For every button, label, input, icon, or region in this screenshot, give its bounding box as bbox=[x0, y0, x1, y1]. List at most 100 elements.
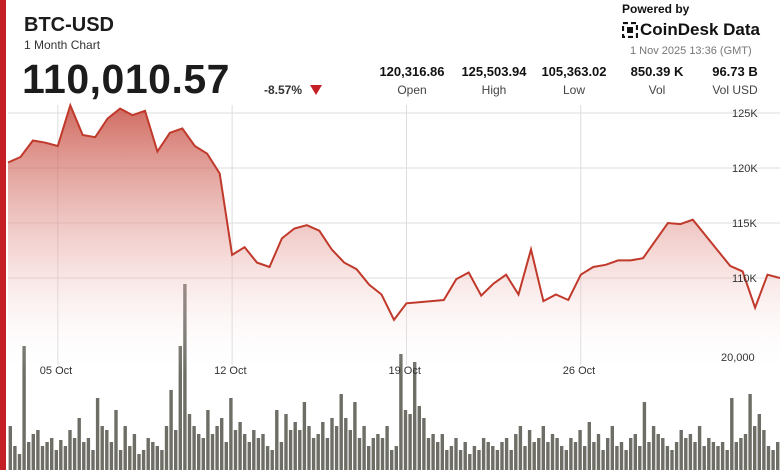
timestamp: 1 Nov 2025 13:36 (GMT) bbox=[630, 45, 752, 57]
volume-bar bbox=[50, 438, 54, 470]
volume-bar bbox=[762, 430, 766, 470]
volume-bar bbox=[766, 446, 771, 470]
volume-bar bbox=[376, 434, 380, 470]
volume-bar bbox=[247, 442, 251, 470]
volume-bar bbox=[63, 446, 68, 470]
volume-bar bbox=[68, 430, 72, 470]
volume-bar bbox=[573, 442, 578, 470]
volume-bar bbox=[17, 454, 22, 470]
volume-bar bbox=[118, 450, 123, 470]
volume-bar bbox=[339, 394, 343, 470]
x-tick-label: 12 Oct bbox=[214, 365, 246, 377]
coindesk-logo-text: CoinDesk Data bbox=[640, 20, 760, 39]
volume-bar bbox=[578, 430, 582, 470]
volume-bar bbox=[390, 450, 394, 470]
volume-bar bbox=[436, 442, 440, 470]
volume-bar bbox=[651, 426, 656, 470]
volume-bar bbox=[624, 450, 628, 470]
volume-bar bbox=[206, 410, 210, 470]
volume-bar bbox=[440, 434, 444, 470]
volume-bar bbox=[146, 438, 150, 470]
volume-bar bbox=[72, 438, 77, 470]
volume-bar bbox=[132, 434, 137, 470]
volume-bar bbox=[523, 446, 527, 470]
volume-bar bbox=[86, 438, 91, 470]
volume-bar bbox=[417, 406, 421, 470]
stat-high: 125,503.94 High bbox=[449, 64, 539, 97]
volume-bar bbox=[477, 450, 481, 470]
volume-bar bbox=[270, 450, 274, 470]
volume-bar bbox=[546, 442, 550, 470]
stat-vol-usd-label: Vol USD bbox=[712, 83, 758, 97]
coindesk-logo-icon bbox=[622, 22, 638, 38]
volume-bar bbox=[45, 442, 49, 470]
volume-bar bbox=[592, 442, 596, 470]
volume-bar bbox=[22, 346, 26, 470]
volume-bar bbox=[619, 442, 624, 470]
volume-bar bbox=[380, 438, 385, 470]
stat-vol-usd: 96.73 B Vol USD bbox=[690, 64, 780, 97]
volume-bar bbox=[187, 414, 192, 470]
volume-bar bbox=[256, 438, 261, 470]
volume-bar bbox=[169, 390, 173, 470]
x-axis-ticks: 05 Oct 12 Oct 19 Oct 26 Oct bbox=[40, 365, 595, 377]
volume-bar bbox=[716, 446, 720, 470]
volume-bar bbox=[243, 434, 247, 470]
volume-bar bbox=[734, 442, 738, 470]
volume-bar bbox=[105, 430, 109, 470]
powered-by-label: Powered by bbox=[622, 2, 690, 16]
volume-bar bbox=[661, 438, 665, 470]
volume-bar bbox=[422, 418, 426, 470]
volume-bar bbox=[311, 438, 316, 470]
volume-bar bbox=[638, 446, 642, 470]
period-label: 1 Month Chart bbox=[24, 38, 101, 52]
volume-bar bbox=[210, 434, 215, 470]
stat-low-label: Low bbox=[562, 83, 585, 97]
volume-bar bbox=[730, 398, 734, 470]
volume-bar bbox=[500, 442, 504, 470]
volume-bar bbox=[95, 398, 100, 470]
volume-bar bbox=[123, 426, 127, 470]
volume-bar bbox=[178, 346, 182, 470]
volume-bar bbox=[431, 434, 435, 470]
volume-bar bbox=[527, 430, 532, 470]
volume-bar bbox=[615, 446, 619, 470]
volume-bar bbox=[679, 430, 683, 470]
volume-bar bbox=[504, 438, 509, 470]
y-tick-label: 110K bbox=[732, 273, 758, 285]
volume-bar bbox=[449, 446, 454, 470]
volume-bar bbox=[307, 426, 311, 470]
y-axis-ticks: 125K 120K 115K 110K bbox=[732, 108, 758, 285]
volume-bar bbox=[537, 438, 541, 470]
volume-bar bbox=[426, 438, 431, 470]
volume-bar bbox=[670, 450, 674, 470]
volume-bar bbox=[316, 434, 320, 470]
volume-bar bbox=[642, 402, 647, 470]
volume-bar bbox=[233, 430, 238, 470]
volume-bar bbox=[413, 362, 417, 470]
volume-bar bbox=[697, 426, 702, 470]
volume-bar bbox=[252, 430, 256, 470]
volume-bar bbox=[633, 434, 637, 470]
volume-bar bbox=[532, 442, 536, 470]
volume-bar bbox=[8, 426, 12, 470]
volume-bar bbox=[399, 354, 403, 470]
volume-bar bbox=[215, 426, 219, 470]
volume-bar bbox=[541, 426, 545, 470]
volume-bar bbox=[31, 434, 35, 470]
stat-open-label: Open bbox=[397, 83, 427, 97]
volume-bar bbox=[509, 450, 513, 470]
volume-bar bbox=[284, 414, 288, 470]
y-tick-label: 115K bbox=[732, 218, 758, 230]
volume-bar bbox=[495, 450, 500, 470]
volume-bar bbox=[583, 446, 587, 470]
volume-bar bbox=[518, 426, 523, 470]
volume-bar bbox=[656, 434, 660, 470]
volume-bar bbox=[596, 434, 601, 470]
x-tick-label: 26 Oct bbox=[563, 365, 595, 377]
volume-bar bbox=[684, 438, 688, 470]
volume-bar bbox=[174, 430, 178, 470]
volume-bar bbox=[601, 450, 605, 470]
volume-bar bbox=[298, 430, 302, 470]
volume-bar bbox=[610, 426, 614, 470]
